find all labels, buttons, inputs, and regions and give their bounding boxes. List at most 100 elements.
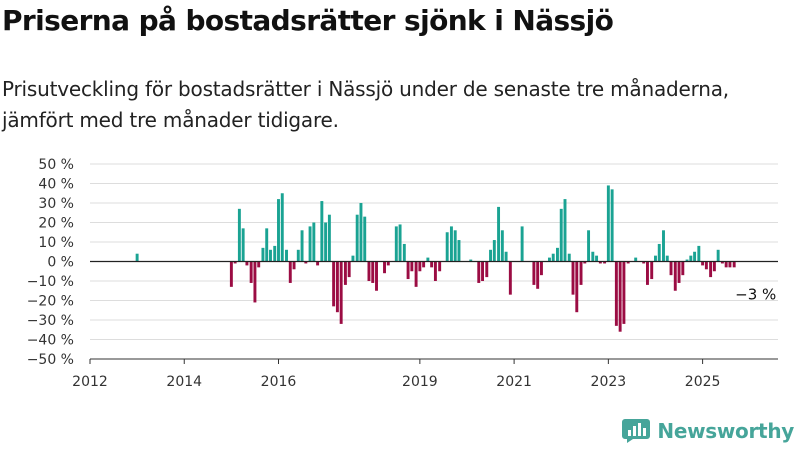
bar bbox=[689, 255, 693, 262]
bar bbox=[453, 230, 457, 262]
bar bbox=[673, 261, 677, 291]
bar bbox=[410, 261, 414, 272]
x-tick-label: 2025 bbox=[685, 374, 721, 390]
bar bbox=[555, 247, 559, 262]
bar bbox=[288, 261, 292, 283]
bar bbox=[394, 226, 398, 262]
bar bbox=[292, 261, 296, 270]
y-tick-label: 20 % bbox=[38, 216, 74, 232]
bar bbox=[618, 261, 622, 332]
bar bbox=[497, 206, 501, 262]
bar bbox=[622, 261, 626, 324]
y-tick-label: −10 % bbox=[27, 274, 74, 290]
bar bbox=[536, 261, 540, 289]
bar bbox=[135, 253, 139, 262]
y-tick-label: 0 % bbox=[47, 255, 74, 271]
bar bbox=[308, 226, 312, 262]
brand-logo: Newsworthy bbox=[621, 418, 794, 444]
bar bbox=[681, 261, 685, 276]
bar bbox=[367, 261, 371, 281]
chart-title: Priserna på bostadsrätter sjönk i Nässjö bbox=[2, 4, 614, 37]
bar bbox=[693, 251, 697, 262]
bar bbox=[614, 261, 618, 326]
bar bbox=[591, 251, 595, 262]
bar bbox=[280, 193, 284, 262]
chart-subtitle: Prisutveckling för bostadsrätter i Nässj… bbox=[2, 77, 729, 132]
bar bbox=[634, 257, 638, 262]
bar bbox=[335, 261, 339, 313]
bar bbox=[257, 261, 261, 268]
bar bbox=[508, 261, 512, 295]
bar bbox=[724, 261, 728, 268]
bar bbox=[332, 261, 336, 307]
bar bbox=[610, 189, 614, 262]
bar bbox=[285, 249, 288, 262]
bar bbox=[269, 249, 272, 262]
bar bbox=[229, 261, 233, 287]
bar bbox=[245, 261, 249, 266]
bar bbox=[665, 255, 669, 262]
bar bbox=[701, 261, 705, 266]
bar bbox=[697, 245, 701, 262]
bar bbox=[261, 247, 265, 262]
bar bbox=[449, 226, 453, 262]
y-tick-label: 40 % bbox=[38, 177, 74, 193]
bar bbox=[273, 245, 277, 262]
y-tick-label: 30 % bbox=[38, 196, 74, 212]
bar bbox=[445, 232, 449, 262]
bar bbox=[371, 261, 375, 283]
brand-name: Newsworthy bbox=[657, 419, 794, 443]
bar bbox=[351, 255, 355, 262]
bar bbox=[418, 261, 422, 272]
y-tick-label: −30 % bbox=[27, 313, 74, 329]
bar bbox=[265, 228, 269, 262]
bar bbox=[481, 261, 485, 281]
bar bbox=[386, 261, 390, 266]
bar bbox=[563, 199, 567, 262]
bar bbox=[469, 259, 473, 262]
bar bbox=[500, 230, 504, 262]
bar bbox=[320, 201, 324, 262]
bar bbox=[406, 261, 410, 280]
bar bbox=[626, 261, 630, 264]
bar bbox=[430, 261, 434, 268]
bar bbox=[520, 226, 524, 262]
bar bbox=[606, 185, 610, 262]
bar bbox=[669, 261, 673, 276]
y-tick-label: 50 % bbox=[38, 157, 74, 173]
y-tick-label: −40 % bbox=[27, 333, 74, 349]
bar bbox=[532, 261, 536, 285]
bar bbox=[704, 261, 708, 270]
bar bbox=[363, 216, 367, 262]
bar bbox=[657, 243, 661, 262]
bar bbox=[241, 228, 245, 262]
y-tick-label: −50 % bbox=[27, 352, 74, 368]
bar bbox=[504, 251, 508, 262]
bar bbox=[712, 261, 716, 272]
bar bbox=[732, 261, 736, 268]
x-tick-label: 2023 bbox=[591, 374, 627, 390]
bar bbox=[587, 230, 591, 262]
bar bbox=[359, 203, 363, 262]
bar bbox=[457, 240, 461, 262]
bar bbox=[402, 243, 406, 262]
bar bbox=[685, 259, 689, 262]
bar bbox=[277, 199, 280, 262]
y-tick-label: −20 % bbox=[27, 294, 74, 310]
bar bbox=[716, 249, 720, 262]
bar bbox=[603, 261, 607, 264]
bar bbox=[567, 253, 571, 262]
bar bbox=[414, 261, 418, 287]
bar bbox=[375, 261, 378, 291]
bar bbox=[347, 261, 351, 278]
bar bbox=[324, 222, 328, 262]
bar bbox=[559, 208, 563, 262]
bar bbox=[433, 261, 437, 281]
bar bbox=[398, 224, 402, 262]
bar bbox=[571, 261, 575, 295]
bar bbox=[595, 255, 599, 262]
bar bbox=[489, 249, 493, 262]
bar bbox=[438, 261, 442, 272]
bar bbox=[662, 230, 665, 262]
